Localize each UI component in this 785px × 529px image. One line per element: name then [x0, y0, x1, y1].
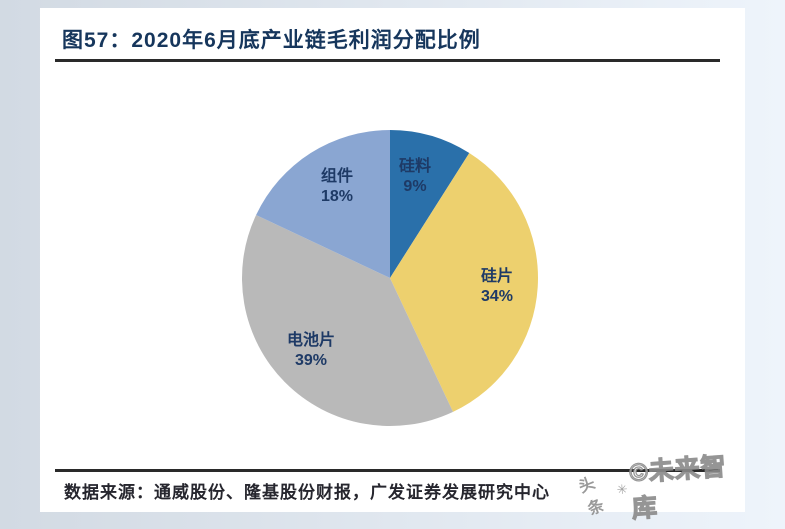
pie-chart: [242, 130, 538, 426]
pie-slice-2-电池片: [242, 214, 454, 426]
pie-slice-0-硅料: [390, 130, 470, 278]
figure-card: 图57：2020年6月底产业链毛利润分配比例 硅料 9% 硅片 34% 电池片 …: [40, 8, 745, 524]
source-text: 数据来源：通威股份、隆基股份财报，广发证券发展研究中心: [64, 483, 550, 502]
pie-slice-3-组件: [256, 130, 390, 278]
source-divider: [55, 469, 720, 472]
pie-chart-area: 硅料 9% 硅片 34% 电池片 39% 组件 18%: [40, 8, 745, 512]
pie-slice-1-硅片: [390, 153, 538, 412]
figure-title: 图57：2020年6月底产业链毛利润分配比例: [62, 29, 481, 52]
title-divider: [55, 59, 720, 62]
